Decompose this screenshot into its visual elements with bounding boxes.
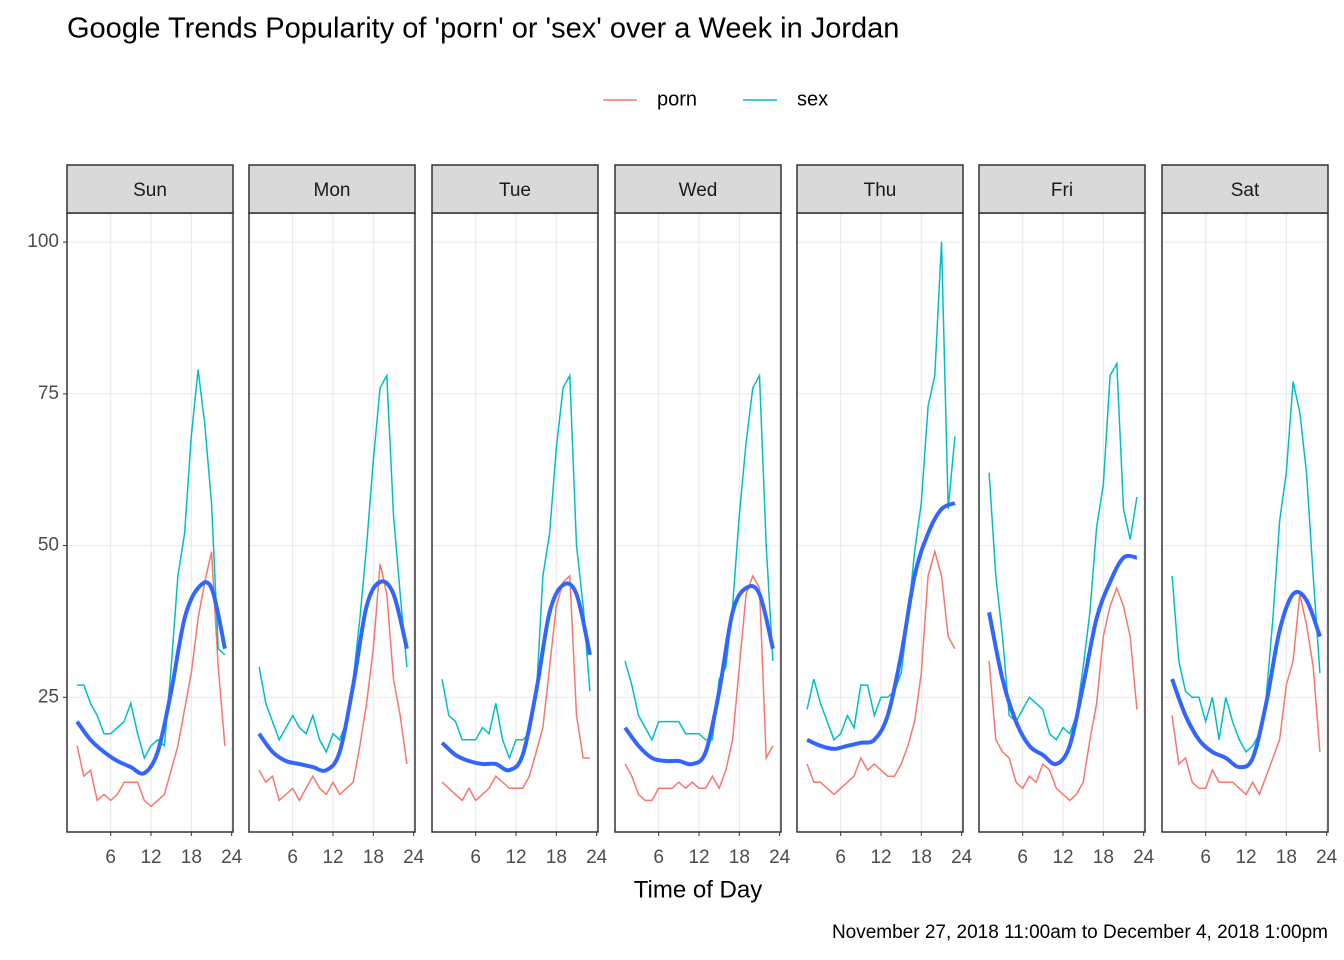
- x-axis-title: Time of Day: [634, 876, 762, 903]
- panel-background: [67, 213, 233, 832]
- smooth-line: [440, 581, 592, 773]
- x-tick-label: 12: [1235, 847, 1256, 868]
- line-sex: [77, 369, 226, 760]
- strip-label: Sun: [133, 180, 167, 201]
- smooth-line: [75, 580, 227, 776]
- x-tick-label: 6: [287, 847, 298, 868]
- panel-background: [615, 213, 781, 832]
- y-tick-label: 25: [38, 686, 59, 707]
- x-tick-label: 18: [363, 847, 384, 868]
- y-tick-label: 75: [38, 383, 59, 404]
- x-tick-label: 6: [653, 847, 664, 868]
- x-tick-label: 12: [322, 847, 343, 868]
- panel-background: [249, 213, 415, 832]
- strip: [66, 164, 234, 214]
- y-tick-label: 50: [38, 535, 59, 556]
- line-porn: [258, 563, 408, 802]
- x-tick-label: 18: [729, 847, 750, 868]
- x-tick-label: 24: [1133, 847, 1155, 868]
- line-porn: [988, 585, 1138, 802]
- x-tick-label: 12: [505, 847, 526, 868]
- strip-label: Wed: [679, 180, 718, 201]
- line-sex: [441, 372, 591, 761]
- line-sex: [806, 242, 956, 742]
- line-sex: [258, 372, 408, 754]
- x-tick-label: 18: [911, 847, 932, 868]
- panel-background: [1162, 213, 1328, 832]
- strip-label: Sat: [1231, 180, 1260, 201]
- panel-background: [432, 213, 598, 832]
- x-tick-label: 24: [221, 847, 243, 868]
- x-tick-label: 24: [951, 847, 973, 868]
- x-tick-label: 6: [835, 847, 846, 868]
- caption: November 27, 2018 11:00am to December 4,…: [832, 922, 1328, 943]
- x-tick-label: 24: [769, 847, 791, 868]
- line-sex: [624, 372, 774, 742]
- x-tick-label: 18: [1276, 847, 1297, 868]
- x-tick-label: 18: [181, 847, 202, 868]
- x-tick-label: 12: [140, 847, 161, 868]
- x-tick-label: 18: [1093, 847, 1114, 868]
- x-tick-label: 6: [470, 847, 481, 868]
- x-tick-label: 12: [688, 847, 709, 868]
- strip-label: Mon: [314, 180, 351, 201]
- line-porn: [76, 551, 226, 808]
- line-porn: [441, 574, 590, 802]
- strip: [1161, 164, 1329, 214]
- strip-label: Tue: [499, 180, 531, 201]
- x-tick-label: 24: [403, 847, 425, 868]
- x-tick-label: 18: [546, 847, 567, 868]
- strip: [978, 164, 1146, 214]
- x-tick-label: 6: [105, 847, 116, 868]
- x-tick-label: 24: [586, 847, 608, 868]
- x-tick-label: 24: [1316, 847, 1338, 868]
- panel-background: [979, 213, 1145, 832]
- legend-label: sex: [797, 88, 828, 110]
- strip: [796, 164, 964, 214]
- smooth-line: [987, 553, 1138, 767]
- strip-label: Fri: [1051, 180, 1073, 201]
- x-tick-label: 12: [1052, 847, 1073, 868]
- line-porn: [806, 548, 956, 796]
- strip-label: Thu: [864, 180, 897, 201]
- strip: [614, 164, 782, 214]
- x-tick-label: 6: [1017, 847, 1028, 868]
- x-tick-label: 6: [1200, 847, 1211, 868]
- smooth-line: [1170, 589, 1322, 770]
- x-tick-label: 12: [870, 847, 891, 868]
- strip: [248, 164, 416, 214]
- strip: [431, 164, 599, 214]
- smooth-line: [806, 501, 956, 751]
- legend-label: porn: [657, 88, 697, 110]
- line-porn: [1171, 593, 1321, 797]
- y-tick-label: 100: [27, 231, 59, 252]
- smooth-line: [257, 579, 409, 773]
- smooth-line: [623, 583, 775, 767]
- line-sex: [1171, 381, 1321, 754]
- chart-title: Google Trends Popularity of 'porn' or 's…: [67, 13, 899, 45]
